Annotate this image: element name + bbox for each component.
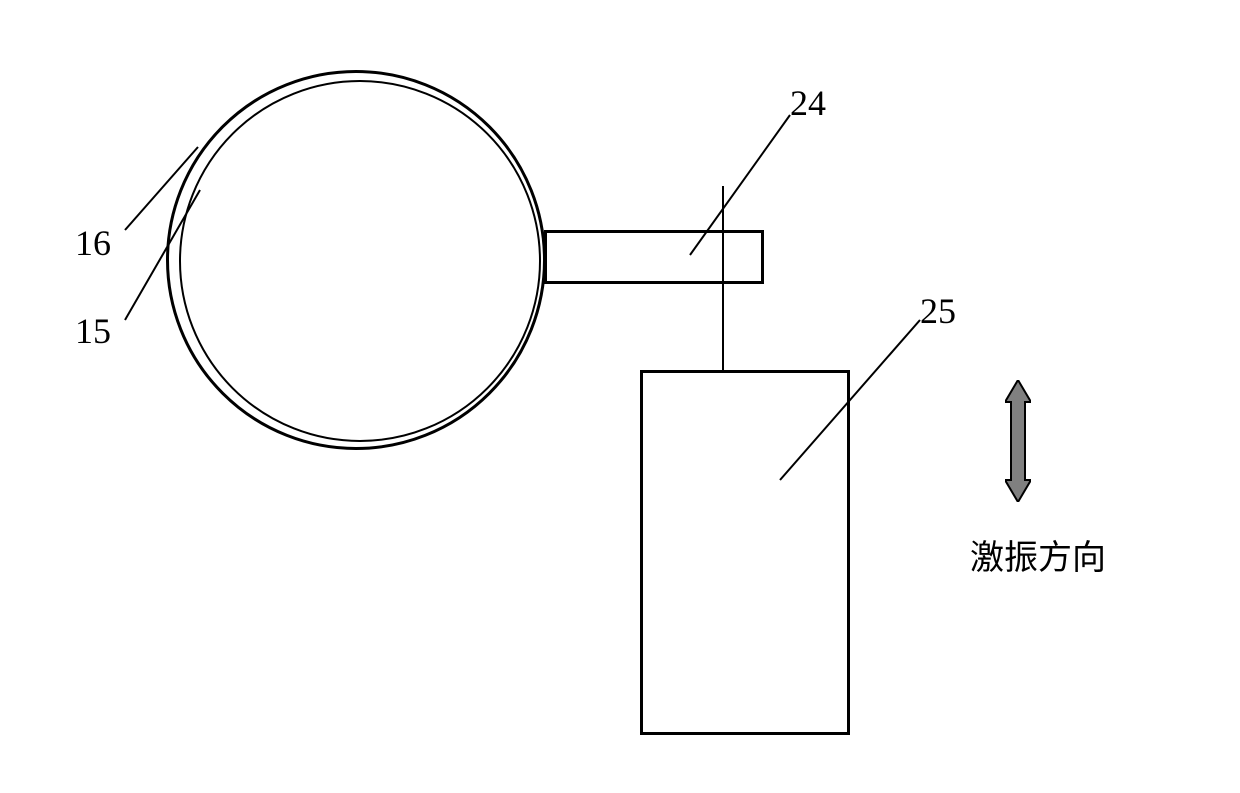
- diagram-container: 16 15 24 25 激振方向: [0, 0, 1240, 793]
- label-16: 16: [75, 222, 111, 264]
- inner-circle-15: [179, 80, 541, 442]
- label-15: 15: [75, 310, 111, 352]
- direction-label: 激振方向: [970, 530, 1106, 579]
- label-25: 25: [920, 290, 956, 332]
- direction-arrow: [1005, 380, 1031, 507]
- main-rect-25: [640, 370, 850, 735]
- label-24: 24: [790, 82, 826, 124]
- leader-lines: [0, 0, 1240, 793]
- connector-pin: [722, 186, 724, 370]
- connector-rect-24: [544, 230, 764, 284]
- double-arrow-icon: [1005, 380, 1031, 502]
